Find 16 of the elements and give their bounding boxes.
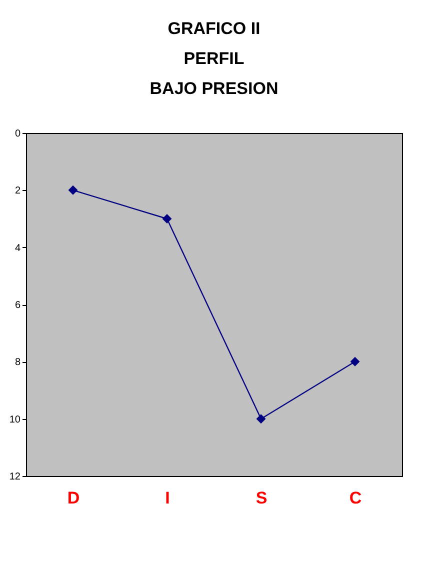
- y-tick-label: 10: [9, 414, 21, 426]
- y-tick-label: 6: [14, 300, 21, 311]
- point: [350, 356, 360, 366]
- y-tick-label: 4: [14, 242, 21, 254]
- y-tick-label: 2: [14, 186, 21, 197]
- y-tick-label: 0: [14, 128, 21, 140]
- x-tick-label: D: [67, 488, 80, 508]
- x-tick-label: S: [256, 488, 268, 508]
- y-tick-label: 8: [14, 357, 21, 368]
- x-tick-label: I: [165, 488, 170, 508]
- y-tick-label: 12: [9, 472, 21, 482]
- chart-title: GRAFICO II PERFIL BAJO PRESION: [150, 19, 278, 98]
- x-tick-label: C: [349, 488, 362, 508]
- point: [162, 214, 172, 224]
- point: [68, 185, 78, 195]
- point: [256, 414, 266, 424]
